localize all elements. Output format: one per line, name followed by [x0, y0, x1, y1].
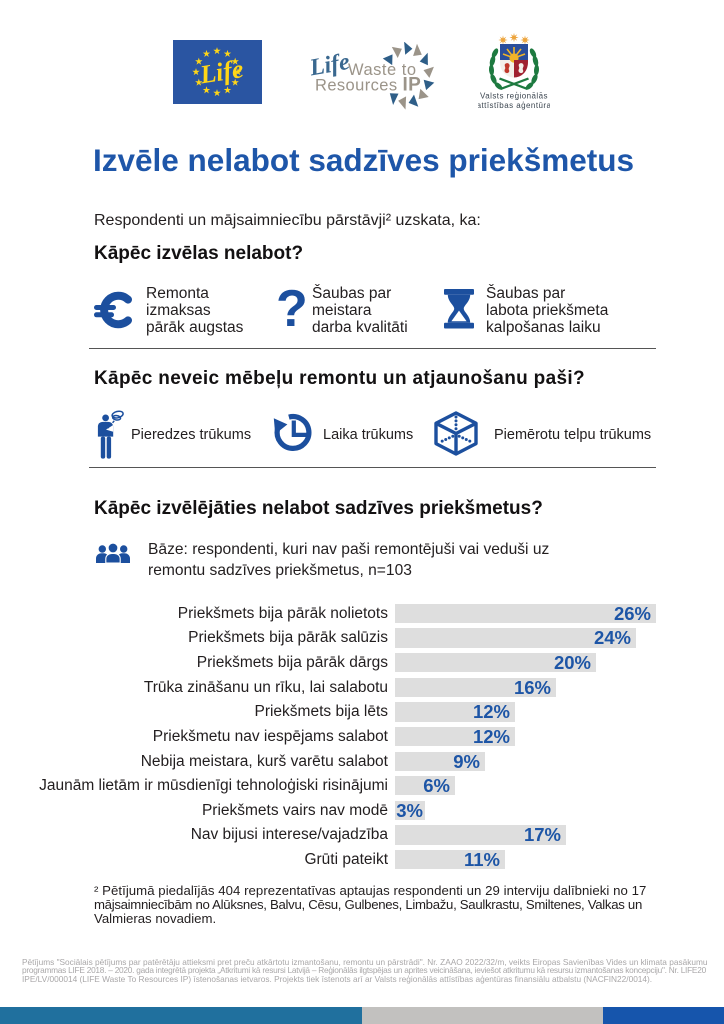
svg-text:Life: Life — [197, 54, 245, 90]
svg-text:attīstības aģentūra: attīstības aģentūra — [478, 101, 550, 110]
svg-text:Valsts reģionālās: Valsts reģionālās — [480, 91, 548, 100]
svg-text:Resources IP: Resources IP — [315, 75, 421, 96]
svg-text:Waste to: Waste to — [348, 61, 417, 79]
